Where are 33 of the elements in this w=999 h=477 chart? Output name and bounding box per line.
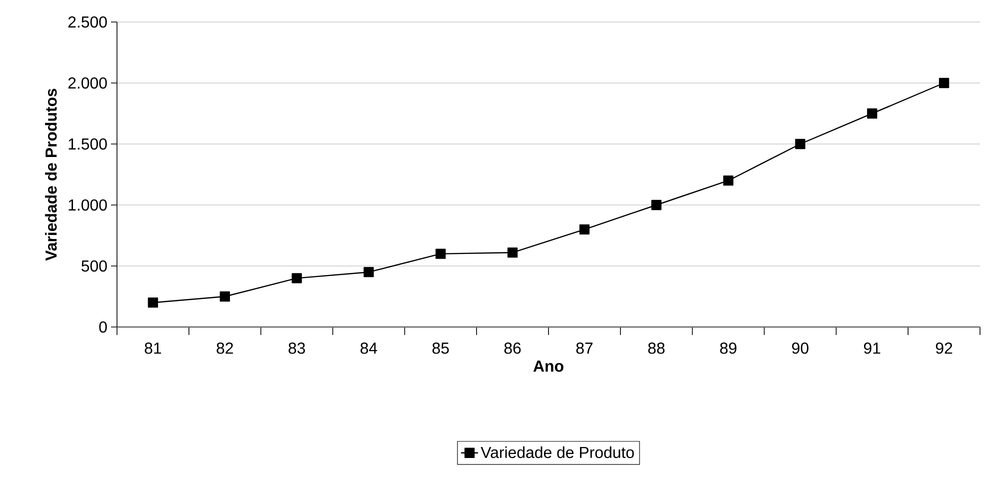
point (507, 248, 518, 258)
y-tick-label: 2.500 (68, 16, 107, 28)
x-tick-label: 81 (144, 342, 162, 354)
y-tick-label: 1.500 (68, 138, 107, 150)
x-tick-label: 86 (504, 342, 521, 354)
point (436, 248, 446, 259)
x-axis-title: Ano (533, 360, 564, 372)
y-axis-title: Variedade de Produtos (45, 88, 57, 261)
x-tick-label: 82 (216, 342, 233, 354)
x-tick-label: 91 (864, 342, 880, 354)
y-tick-label: 2.000 (68, 77, 107, 89)
point (579, 224, 590, 234)
legend-label: Variedade de Produto (480, 446, 634, 458)
point (723, 176, 734, 186)
x-tick-label: 89 (720, 342, 736, 354)
point (867, 108, 878, 119)
point (651, 200, 662, 210)
point (795, 138, 806, 150)
x-tick-label: 87 (576, 342, 593, 354)
y-tick-label: 1.000 (68, 199, 107, 211)
y-tick-label: 500 (82, 260, 107, 272)
x-tick-label: 84 (360, 342, 378, 354)
x-tick-label: 83 (288, 342, 305, 354)
point (364, 267, 374, 278)
x-tick-label: 88 (648, 342, 665, 354)
point (292, 273, 302, 284)
x-tick-label: 90 (792, 342, 808, 354)
x-tick-label: 85 (432, 342, 449, 354)
point (148, 298, 158, 308)
point (938, 78, 950, 88)
point (220, 291, 230, 302)
x-tick-label: 92 (936, 342, 952, 354)
y-tick-label: 0 (99, 321, 107, 333)
